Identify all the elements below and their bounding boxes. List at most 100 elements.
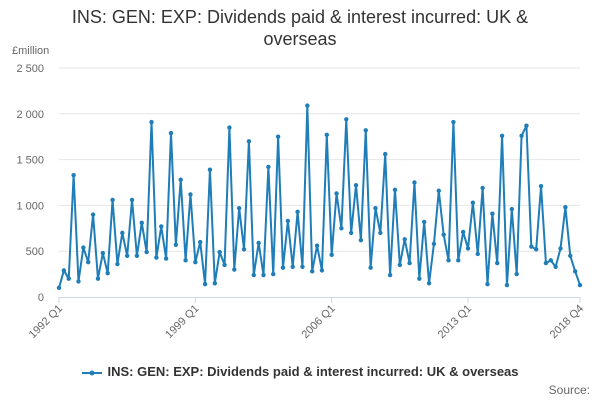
data-point[interactable] [397,262,403,268]
data-point[interactable] [543,260,549,266]
data-point[interactable] [202,281,208,287]
data-point[interactable] [553,264,558,269]
data-point[interactable] [383,151,388,157]
data-point[interactable] [558,246,563,251]
data-point[interactable] [115,261,120,267]
data-point[interactable] [139,220,144,226]
data-point[interactable] [368,265,373,270]
data-point[interactable] [490,211,495,216]
data-point[interactable] [86,259,91,265]
data-point[interactable] [363,128,368,133]
data-point[interactable] [183,258,188,263]
data-point[interactable] [246,139,252,144]
data-point[interactable] [232,267,237,272]
data-point[interactable] [149,119,154,125]
data-point[interactable] [173,242,179,247]
data-point[interactable] [572,269,578,274]
data-point[interactable] [353,183,359,188]
data-point[interactable] [504,282,510,288]
data-point[interactable] [344,117,349,122]
data-point[interactable] [431,241,437,247]
data-point[interactable] [456,258,461,263]
data-point[interactable] [193,259,198,265]
data-point[interactable] [124,253,130,258]
data-point[interactable] [407,260,412,266]
data-point[interactable] [110,197,115,203]
data-point[interactable] [524,123,529,128]
data-point[interactable] [56,285,62,291]
data-point[interactable] [324,132,330,138]
data-point[interactable] [236,205,242,211]
data-point[interactable] [305,103,310,108]
data-point[interactable] [436,188,441,193]
data-point[interactable] [314,243,320,248]
data-point[interactable] [168,130,174,136]
data-point[interactable] [71,172,76,178]
data-point[interactable] [120,230,125,236]
data-point[interactable] [81,245,86,250]
data-point[interactable] [480,185,485,191]
data-point[interactable] [144,249,149,255]
data-point[interactable] [163,256,169,261]
data-point[interactable] [198,239,203,245]
data-point[interactable] [451,119,456,125]
data-point[interactable] [256,240,261,246]
data-point[interactable] [251,272,256,278]
data-point[interactable] [387,272,393,278]
data-point[interactable] [295,209,300,215]
data-point[interactable] [66,276,71,281]
data-point[interactable] [358,238,364,243]
data-point[interactable] [334,191,339,196]
data-point[interactable] [475,251,480,257]
data-point[interactable] [446,258,451,263]
data-point[interactable] [495,260,500,266]
data-point[interactable] [266,164,271,170]
data-point[interactable] [563,205,568,210]
data-point[interactable] [402,237,407,242]
data-point[interactable] [61,268,67,273]
data-point[interactable] [188,192,193,197]
data-point[interactable] [548,258,553,263]
data-point[interactable] [514,271,519,277]
data-point[interactable] [470,200,476,205]
data-point[interactable] [373,205,378,211]
data-point[interactable] [577,282,583,288]
data-point[interactable] [271,271,276,277]
data-point[interactable] [329,252,334,258]
data-point[interactable] [426,281,432,286]
data-point[interactable] [212,281,218,286]
data-point[interactable] [217,249,222,255]
data-point[interactable] [129,197,135,203]
data-point[interactable] [207,167,213,172]
data-point[interactable] [519,133,524,138]
data-point[interactable] [378,230,383,236]
data-point[interactable] [178,177,183,182]
data-point[interactable] [529,244,534,249]
data-point[interactable] [95,276,101,281]
data-point[interactable] [421,219,427,225]
data-point[interactable] [159,224,164,229]
data-point[interactable] [261,272,266,278]
data-point[interactable] [300,264,305,269]
data-point[interactable] [417,276,422,281]
data-point[interactable] [154,255,159,260]
data-point[interactable] [134,253,140,258]
data-point[interactable] [538,183,544,189]
data-point[interactable] [412,180,417,185]
data-point[interactable] [460,229,466,235]
legend[interactable]: INS: GEN: EXP: Dividends paid & interest… [0,364,600,379]
data-point[interactable] [533,247,539,252]
data-point[interactable] [275,134,281,139]
data-point[interactable] [465,246,471,251]
data-point[interactable] [485,281,490,287]
data-point[interactable] [309,269,315,274]
data-point[interactable] [499,133,505,138]
data-point[interactable] [339,226,344,231]
data-point[interactable] [241,247,247,252]
data-point[interactable] [100,250,106,256]
data-point[interactable] [568,253,573,258]
data-point[interactable] [227,125,232,130]
data-point[interactable] [348,230,354,236]
data-point[interactable] [285,218,291,224]
data-point[interactable] [222,262,227,268]
